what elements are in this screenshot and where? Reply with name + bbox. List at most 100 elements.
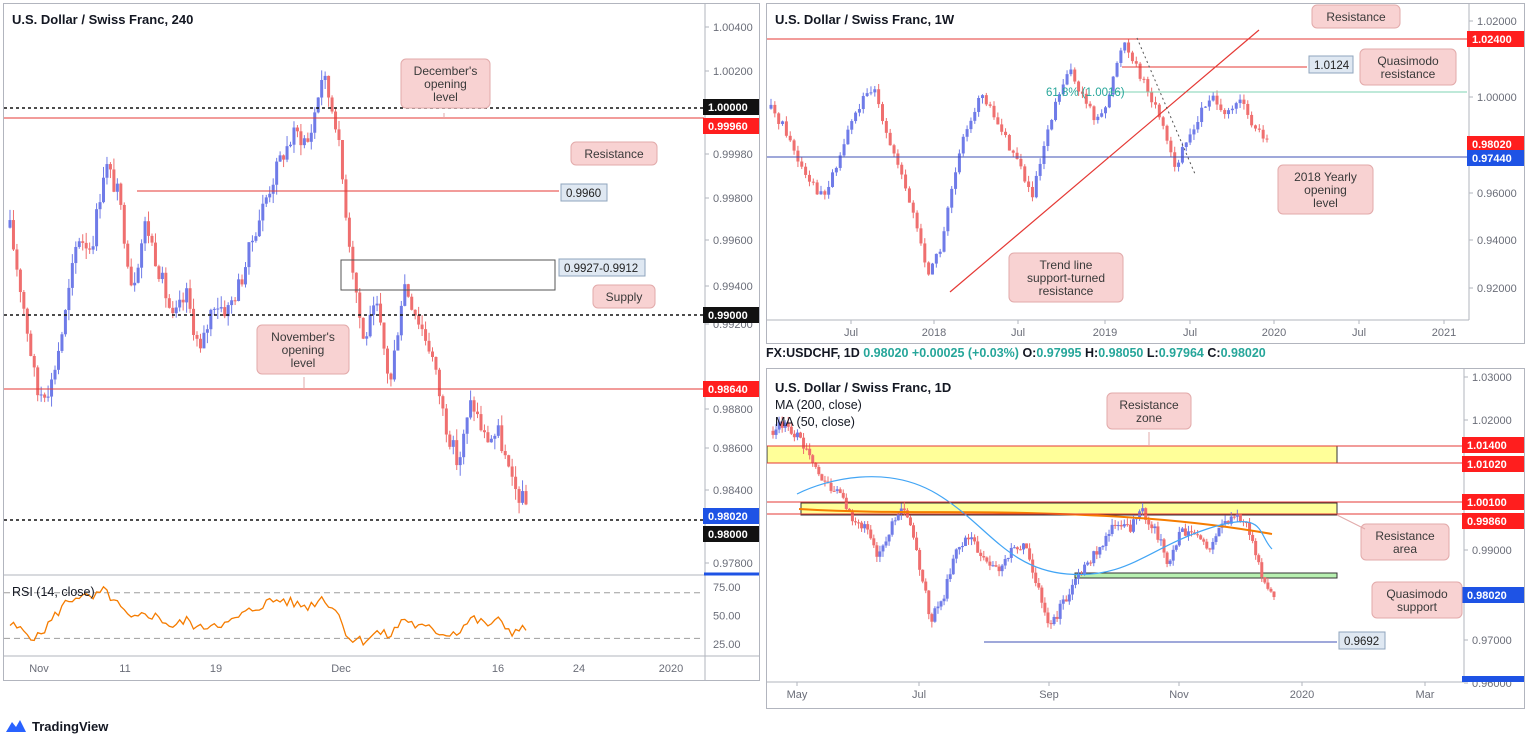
chart-panel-h4[interactable]: 1.00400 1.00200 0.99980 0.99800 0.99600 0.994… xyxy=(3,3,760,681)
price-tag xyxy=(1467,31,1524,47)
chart-h4-svg[interactable]: 1.00400 1.00200 0.99980 0.99800 0.99600 0.994… xyxy=(4,4,760,681)
candle-body xyxy=(1000,565,1004,572)
candle-body xyxy=(1211,95,1215,101)
chart-panel-d1[interactable]: 1.03000 1.02000 0.99000 0.97000 0.96000 May Ju… xyxy=(766,368,1525,709)
candle-body xyxy=(482,430,486,433)
callout-resistance-area xyxy=(1360,523,1450,561)
candle-body xyxy=(192,308,196,335)
x-tick-label: Nov xyxy=(1169,689,1189,701)
candle-body xyxy=(881,104,885,122)
candle-body xyxy=(811,455,815,464)
candle-body xyxy=(829,482,833,491)
candle-body xyxy=(827,186,831,195)
candle-body xyxy=(1141,508,1145,512)
candle-body xyxy=(1272,591,1276,598)
candle-body xyxy=(918,550,922,570)
candle-body xyxy=(171,307,175,314)
candle-body xyxy=(1122,524,1126,527)
candle-body xyxy=(854,112,858,122)
candle-body xyxy=(524,491,528,505)
infobar-h-label: H: xyxy=(1085,346,1099,360)
x-tick-label: 2018 xyxy=(922,327,946,339)
candle-body xyxy=(927,262,931,275)
candle-body xyxy=(1076,573,1080,579)
candle-body xyxy=(1161,117,1165,126)
chart-title-w1: U.S. Dollar / Swiss Franc, 1W xyxy=(775,12,955,27)
candle-body xyxy=(1165,125,1169,141)
candle-body xyxy=(496,425,500,436)
label-supply-range-text: 0.9927-0.9912 xyxy=(564,263,638,275)
price-tag xyxy=(703,99,759,115)
candle-body xyxy=(973,537,977,542)
candle-body xyxy=(921,569,925,582)
candle-body xyxy=(973,111,977,121)
candle-body xyxy=(1146,79,1150,93)
callout-quasimodo-support-text: Quasimodo xyxy=(1386,587,1448,601)
candle-body xyxy=(295,127,299,132)
candle-body xyxy=(1188,134,1192,143)
candle-body xyxy=(965,129,969,137)
candle-body xyxy=(1238,514,1242,522)
x-tick-label: Jul xyxy=(1352,327,1366,339)
candle-body xyxy=(984,95,988,105)
candle-body xyxy=(1257,555,1261,563)
candle-body xyxy=(902,508,906,511)
rsi-line xyxy=(9,585,527,647)
candle-body xyxy=(1007,135,1011,151)
candle-body xyxy=(788,135,792,141)
candle-body xyxy=(188,288,192,309)
candle-body xyxy=(1168,560,1172,564)
candle-body xyxy=(1073,69,1077,82)
callout-resistance-h4-text: Resistance xyxy=(584,147,644,161)
candle-body xyxy=(980,95,984,99)
candle-body xyxy=(1226,521,1230,524)
candle-body xyxy=(1096,116,1100,121)
candle-body xyxy=(1253,125,1257,129)
y-tick-label: 0.96000 xyxy=(1477,188,1517,200)
candle-body xyxy=(212,308,216,310)
price-tag xyxy=(1462,456,1524,472)
candle-body xyxy=(451,440,455,447)
candle-body xyxy=(1104,535,1108,547)
candle-body xyxy=(1125,524,1129,526)
infobar-symbol: FX:USDCHF, 1D xyxy=(766,346,860,360)
candle-body xyxy=(939,601,943,607)
candle-body xyxy=(865,93,869,97)
blue-axis-mark xyxy=(1462,676,1524,682)
candle-body xyxy=(1027,181,1031,187)
candle-body xyxy=(777,421,781,430)
y-tick-label: 1.00400 xyxy=(713,22,753,34)
candle-body xyxy=(773,104,777,114)
callout-resistance-zone-text: zone xyxy=(1136,411,1162,425)
candle-body xyxy=(434,357,438,370)
candle-body xyxy=(781,121,785,124)
callout-quasimodo-support-text: support xyxy=(1397,600,1438,614)
candle-body xyxy=(133,282,137,286)
candle-body xyxy=(857,109,861,113)
chart-title-h4: U.S. Dollar / Swiss Franc, 240 xyxy=(12,12,194,27)
candle-body xyxy=(823,191,827,195)
candle-body xyxy=(1142,78,1146,80)
tradingview-logo[interactable]: TradingView xyxy=(4,718,108,734)
candle-body xyxy=(216,308,220,310)
candle-body xyxy=(1043,602,1047,613)
candle-body xyxy=(392,350,396,380)
infobar-high: 0.98050 xyxy=(1098,346,1144,360)
candle-body xyxy=(960,545,964,548)
candle-body xyxy=(997,566,1001,572)
chart-w1-svg[interactable]: 1.02000 1.00000 0.96000 0.94000 0.92000 Jul 20… xyxy=(767,4,1525,344)
candle-body xyxy=(1018,549,1022,551)
candle-body xyxy=(979,552,983,557)
candle-body xyxy=(365,336,369,339)
callout-resistance-w1 xyxy=(1311,4,1401,29)
chart-panel-w1[interactable]: 1.02000 1.00000 0.96000 0.94000 0.92000 Jul 20… xyxy=(766,3,1525,344)
candle-body xyxy=(1115,62,1119,77)
price-tag xyxy=(1462,587,1524,603)
candle-body xyxy=(934,253,938,264)
price-tag-label: 0.99960 xyxy=(708,121,748,133)
trend-line xyxy=(949,29,1260,293)
y-tick-label: 0.99980 xyxy=(713,149,753,161)
candle-body xyxy=(1057,94,1061,102)
callout-resistance-area-text: area xyxy=(1393,542,1417,556)
